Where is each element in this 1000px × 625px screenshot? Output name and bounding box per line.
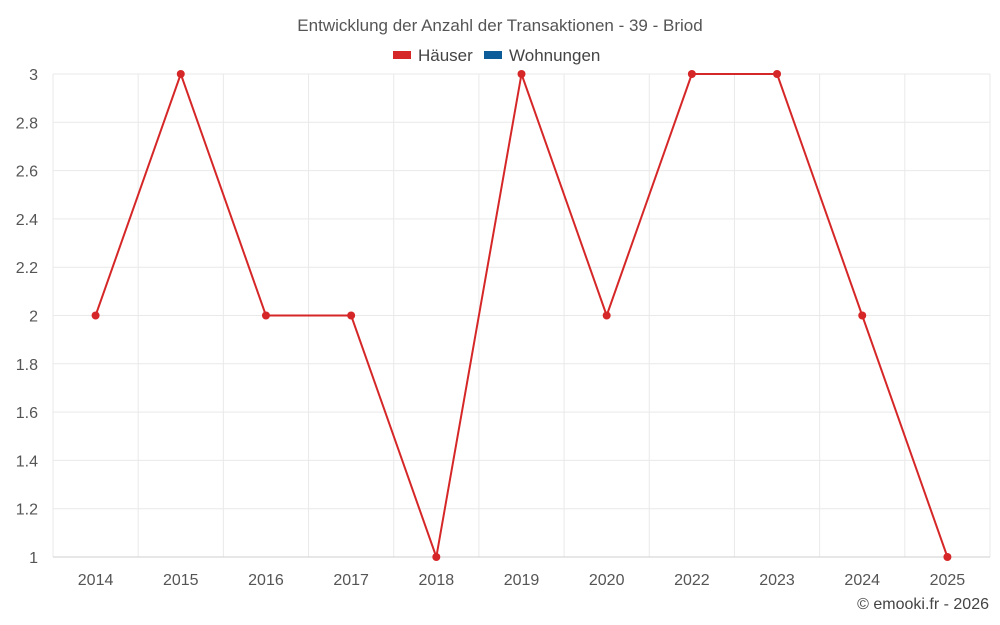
y-tick-label: 2.6 (16, 164, 38, 181)
x-tick-label: 2020 (589, 572, 625, 589)
data-point[interactable] (943, 553, 952, 561)
x-tick-label: 2024 (844, 572, 880, 589)
x-axis-ticks: 2014 2015 2016 2017 2018 2019 2020 2022 2023 2024… (78, 572, 966, 589)
legend-swatch-wohnungen (484, 51, 502, 59)
data-point[interactable] (687, 70, 696, 78)
y-tick-label: 2.2 (16, 260, 38, 277)
y-axis-ticks: 1 1.2 1.4 1.6 1.8 2 2.2 2.4 2.6 2.8 3 (16, 67, 38, 567)
data-point[interactable] (261, 311, 270, 320)
x-tick-label: 2016 (248, 572, 284, 589)
data-point[interactable] (91, 311, 100, 320)
legend: Häuser Wohnungen (393, 46, 600, 65)
x-tick-label: 2014 (78, 572, 114, 589)
x-tick-label: 2023 (759, 572, 795, 589)
x-tick-label: 2025 (930, 572, 966, 589)
legend-label-wohnungen[interactable]: Wohnungen (509, 46, 600, 65)
y-tick-label: 2.4 (16, 212, 38, 229)
series-haeuser (91, 70, 952, 561)
x-tick-label: 2019 (504, 572, 540, 589)
y-tick-label: 1.8 (16, 357, 38, 374)
x-tick-label: 2022 (674, 572, 710, 589)
y-tick-label: 1.4 (16, 453, 38, 470)
y-tick-label: 1 (29, 550, 38, 567)
data-point[interactable] (602, 311, 611, 320)
x-tick-label: 2015 (163, 572, 199, 589)
credit-text: © emooki.fr - 2026 (857, 596, 989, 613)
data-point[interactable] (858, 311, 867, 320)
chart-title: Entwicklung der Anzahl der Transaktionen… (297, 16, 702, 35)
y-tick-label: 2 (29, 309, 38, 326)
y-tick-label: 1.2 (16, 502, 38, 519)
data-point[interactable] (347, 311, 356, 320)
x-tick-label: 2017 (333, 572, 369, 589)
y-tick-label: 1.6 (16, 405, 38, 422)
data-point[interactable] (176, 70, 185, 78)
legend-swatch-haeuser (393, 51, 411, 59)
x-tick-label: 2018 (419, 572, 455, 589)
legend-label-haeuser[interactable]: Häuser (418, 46, 473, 65)
grid (52, 73, 991, 558)
y-tick-label: 3 (29, 67, 38, 84)
data-point[interactable] (517, 70, 526, 78)
y-tick-label: 2.8 (16, 115, 38, 132)
data-point[interactable] (773, 70, 782, 78)
data-point[interactable] (432, 553, 441, 561)
